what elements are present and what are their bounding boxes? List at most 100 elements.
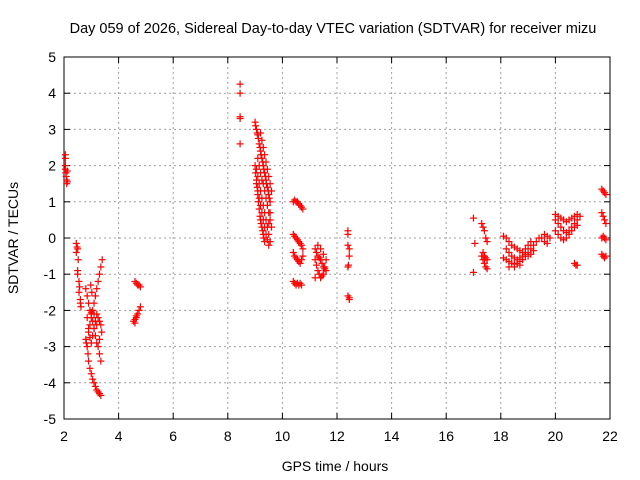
data-point xyxy=(543,239,551,247)
data-point xyxy=(502,245,510,253)
data-point xyxy=(598,209,606,217)
data-point xyxy=(298,241,306,249)
data-point xyxy=(90,299,98,307)
x-tick-label: 4 xyxy=(115,428,123,444)
data-point xyxy=(93,321,101,329)
data-point xyxy=(254,198,262,206)
data-point xyxy=(345,245,353,253)
data-point xyxy=(478,220,486,228)
data-point xyxy=(568,227,576,235)
data-point xyxy=(483,238,491,246)
data-point xyxy=(255,194,263,202)
data-point xyxy=(98,256,106,264)
data-point xyxy=(599,212,607,220)
data-point xyxy=(90,379,98,387)
data-point xyxy=(557,223,565,231)
y-tick-label: -4 xyxy=(44,375,57,391)
data-point xyxy=(480,259,488,267)
data-point xyxy=(87,370,95,378)
data-point xyxy=(258,209,266,217)
data-point xyxy=(261,187,269,195)
data-point xyxy=(267,223,275,231)
data-point xyxy=(505,248,513,256)
data-point xyxy=(524,241,532,249)
data-point xyxy=(259,216,267,224)
data-point xyxy=(61,154,69,162)
data-point xyxy=(263,165,271,173)
data-point xyxy=(602,191,610,199)
data-point xyxy=(470,214,477,222)
x-tick-label: 6 xyxy=(169,428,177,444)
data-point xyxy=(136,303,144,311)
data-point xyxy=(72,239,80,247)
data-point xyxy=(519,252,527,260)
data-point xyxy=(74,270,82,278)
x-tick-label: 10 xyxy=(275,428,291,444)
data-point xyxy=(63,178,71,186)
data-point xyxy=(261,151,269,159)
chart-title: Day 059 of 2026, Sidereal Day-to-day VTE… xyxy=(70,21,597,37)
data-point xyxy=(83,292,91,300)
data-point xyxy=(84,350,92,358)
data-point xyxy=(91,292,99,300)
data-point xyxy=(260,234,268,242)
data-point xyxy=(298,281,306,289)
data-point xyxy=(318,259,326,267)
data-point xyxy=(257,201,265,209)
data-point xyxy=(74,245,82,253)
data-point xyxy=(344,292,352,300)
y-tick-label: 1 xyxy=(48,194,56,210)
data-point xyxy=(538,234,546,242)
data-point xyxy=(86,364,94,372)
data-point xyxy=(258,136,266,144)
data-point xyxy=(93,285,101,293)
data-point xyxy=(562,234,570,242)
data-point xyxy=(252,165,260,173)
data-point xyxy=(573,261,581,269)
data-point xyxy=(314,267,322,275)
data-point xyxy=(479,248,487,256)
data-point xyxy=(95,335,103,343)
data-point xyxy=(252,122,260,130)
data-point xyxy=(83,314,91,322)
data-point xyxy=(254,134,262,142)
y-tick-label: -5 xyxy=(44,411,57,427)
data-point xyxy=(344,261,352,269)
data-point xyxy=(311,256,319,264)
data-point xyxy=(94,343,102,351)
data-point xyxy=(265,241,273,249)
data-point xyxy=(298,256,306,264)
data-point xyxy=(87,339,95,347)
data-point xyxy=(257,129,265,137)
data-point xyxy=(602,236,610,244)
data-point xyxy=(266,198,274,206)
y-tick-label: -2 xyxy=(44,302,57,318)
data-point xyxy=(236,140,244,148)
x-tick-label: 8 xyxy=(224,428,232,444)
y-tick-label: -1 xyxy=(44,266,57,282)
x-tick-label: 18 xyxy=(493,428,509,444)
data-point xyxy=(255,140,263,148)
data-point xyxy=(263,236,271,244)
data-point xyxy=(289,248,297,256)
y-tick-label: 0 xyxy=(48,230,56,246)
data-point xyxy=(263,201,271,209)
data-point xyxy=(266,180,274,188)
data-point xyxy=(510,263,518,271)
data-point xyxy=(483,256,491,264)
data-point xyxy=(317,245,325,253)
data-point xyxy=(95,317,103,325)
data-point xyxy=(602,220,610,228)
data-point xyxy=(601,216,609,224)
data-point xyxy=(91,382,99,390)
data-point xyxy=(296,259,304,267)
data-point xyxy=(97,391,105,399)
data-point xyxy=(573,210,581,218)
x-tick-label: 12 xyxy=(329,428,345,444)
x-tick-label: 14 xyxy=(384,428,400,444)
data-point xyxy=(262,194,270,202)
data-point xyxy=(319,270,327,278)
data-point xyxy=(521,245,529,253)
data-point xyxy=(551,227,559,235)
data-point xyxy=(89,375,97,383)
